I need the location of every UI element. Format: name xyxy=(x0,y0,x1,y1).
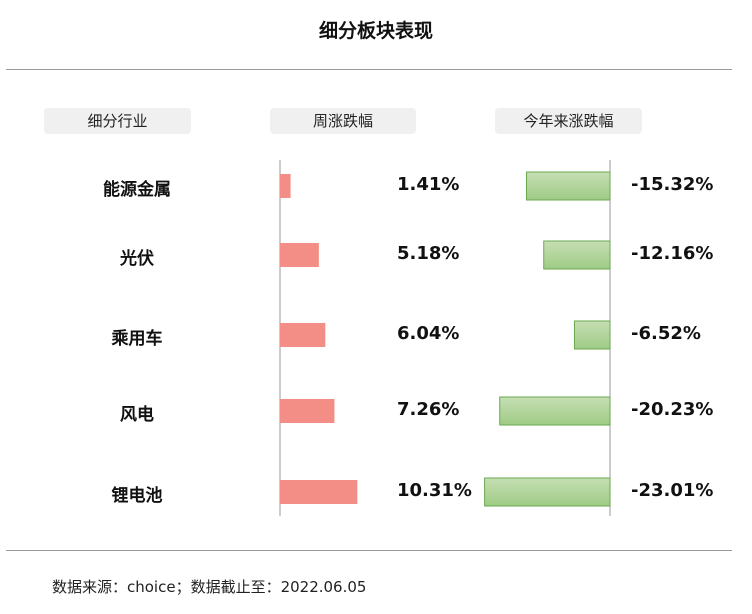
ytd-bar xyxy=(573,320,611,350)
weekly-value-label: 1.41% xyxy=(397,174,460,195)
weekly-bar xyxy=(280,323,326,347)
top-divider xyxy=(6,69,732,70)
weekly-bar xyxy=(280,480,358,504)
weekly-value-label: 10.31% xyxy=(397,480,472,501)
ytd-value-label: -6.52% xyxy=(631,323,701,344)
weekly-value-label: 6.04% xyxy=(397,323,460,344)
ytd-value-label: -20.23% xyxy=(631,399,714,420)
ytd-bar xyxy=(543,240,611,270)
weekly-bar xyxy=(280,174,291,198)
header-industry: 细分行业 xyxy=(44,108,191,134)
category-label: 乘用车 xyxy=(111,329,163,349)
weekly-bar xyxy=(280,399,335,423)
ytd-bar xyxy=(526,171,611,201)
ytd-bar xyxy=(499,396,611,426)
weekly-bar xyxy=(280,243,319,267)
category-label: 能源金属 xyxy=(103,180,171,200)
category-label: 光伏 xyxy=(120,249,154,269)
chart-title: 细分板块表现 xyxy=(318,20,433,42)
bottom-divider xyxy=(6,550,732,551)
ytd-value-label: -15.32% xyxy=(631,174,714,195)
category-label: 锂电池 xyxy=(111,486,163,506)
header-weekly: 周涨跌幅 xyxy=(270,108,416,134)
ytd-value-label: -12.16% xyxy=(631,243,714,264)
weekly-value-label: 5.18% xyxy=(397,243,460,264)
category-label: 风电 xyxy=(120,405,154,425)
weekly-value-label: 7.26% xyxy=(397,399,460,420)
header-ytd: 今年来涨跌幅 xyxy=(495,108,642,134)
ytd-value-label: -23.01% xyxy=(631,480,714,501)
ytd-bar xyxy=(484,477,611,507)
source-note: 数据来源：choice；数据截止至：2022.06.05 xyxy=(52,578,367,596)
